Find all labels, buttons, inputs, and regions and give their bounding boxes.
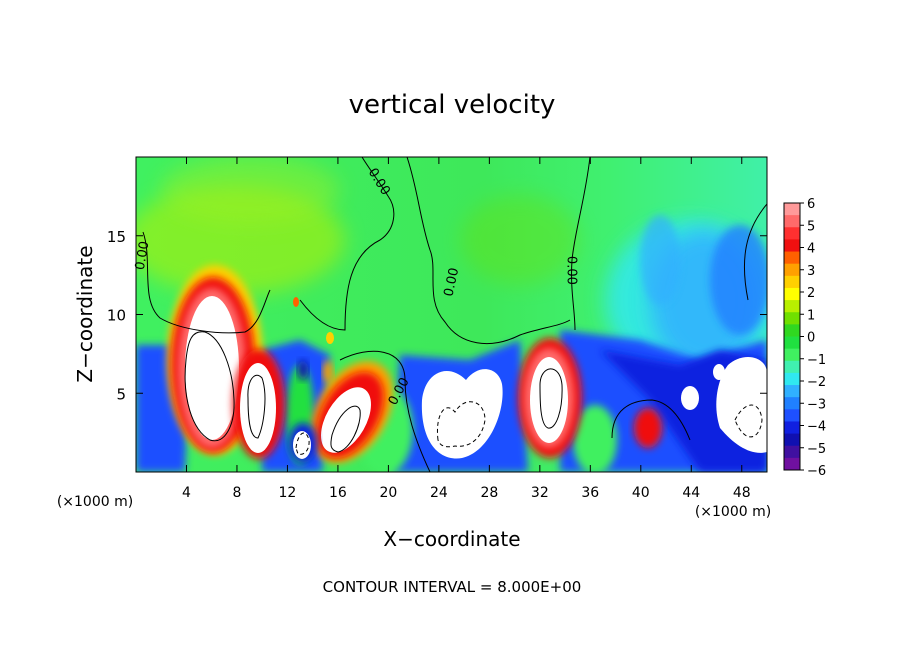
colorbar-tick-label: −1 — [807, 353, 826, 368]
x-tick-label: 36 — [581, 485, 599, 501]
colorbar-tick-label: 2 — [807, 286, 815, 301]
colorbar-swatch — [784, 445, 800, 459]
colorbar-swatch — [784, 287, 800, 301]
velocity-field — [136, 157, 767, 472]
y-axis-ticks: 5 10 15 — [107, 228, 767, 403]
colorbar-swatch — [784, 227, 800, 240]
colorbar-swatch — [784, 251, 800, 265]
x-axis-label: X−coordinate — [383, 527, 520, 551]
chart-title: vertical velocity — [349, 90, 556, 120]
x-tick-label: 4 — [182, 485, 191, 501]
z-unit-label: (×1000 m) — [695, 504, 771, 520]
x-tick-label: 16 — [329, 485, 347, 501]
colorbar-swatch — [784, 312, 800, 325]
colorbar-swatch — [784, 275, 800, 289]
colorbar-swatch — [784, 336, 800, 350]
colorbar-swatch — [784, 397, 800, 410]
colorbar-swatch — [784, 215, 800, 228]
colorbar-tick-label: 3 — [807, 264, 815, 279]
colorbar-swatch — [784, 263, 800, 277]
x-tick-label: 24 — [430, 485, 448, 501]
colorbar-swatch — [784, 239, 800, 253]
contour-label: 0.00 — [133, 240, 153, 271]
colorbar-tick-label: −2 — [807, 375, 826, 390]
x-tick-label: 40 — [632, 485, 650, 501]
colorbar-tick-label: 1 — [807, 308, 815, 323]
x-tick-label: 32 — [531, 485, 549, 501]
colorbar-swatch — [784, 372, 800, 386]
colorbar-tick-label: 0 — [807, 331, 815, 346]
x-unit-label: (×1000 m) — [57, 494, 133, 510]
colorbar-tick-label: −6 — [807, 464, 826, 479]
x-tick-label: 20 — [379, 485, 397, 501]
contour-interval-text: CONTOUR INTERVAL = 8.000E+00 — [323, 578, 582, 596]
y-axis-label: Z−coordinate — [73, 245, 97, 382]
contour-lines — [142, 157, 767, 472]
colorbar-tick-label: 4 — [807, 242, 815, 257]
colorbar-swatch — [784, 360, 800, 374]
colorbar-tick-label: −4 — [807, 420, 826, 435]
colorbar-tick-label: 6 — [807, 197, 815, 212]
colorbar-swatch — [784, 203, 800, 216]
colorbar-swatch — [784, 421, 800, 435]
colorbar-swatch — [784, 385, 800, 398]
x-tick-label: 48 — [733, 485, 751, 501]
colorbar-swatch — [784, 409, 800, 422]
x-tick-label: 28 — [480, 485, 498, 501]
x-tick-label: 12 — [279, 485, 297, 501]
colorbar-swatch — [784, 300, 800, 313]
x-tick-label: 8 — [232, 485, 241, 501]
colorbar-tick-label: 5 — [807, 219, 815, 234]
negative-contours — [295, 401, 763, 455]
colorbar-labels: 6 5 4 3 2 1 0 −1 −2 −3 −4 −5 −6 — [800, 197, 826, 479]
colorbar-tick-label: −3 — [807, 397, 826, 412]
y-tick-label: 5 — [116, 385, 126, 403]
colorbar-tick-label: −5 — [807, 442, 826, 457]
x-axis-ticks: 4 8 12 16 20 24 28 32 36 40 44 48 — [182, 157, 751, 501]
contour-label: 0.00 — [564, 256, 579, 285]
y-tick-label: 15 — [107, 228, 126, 246]
contour-label: 0.00 — [442, 267, 463, 298]
y-tick-label: 10 — [107, 307, 126, 325]
colorbar-swatch — [784, 433, 800, 447]
colorbar-swatch — [784, 348, 800, 362]
colorbar — [783, 202, 801, 471]
colorbar-swatch — [784, 324, 800, 337]
colorbar-swatch — [784, 457, 800, 471]
x-tick-label: 44 — [682, 485, 700, 501]
